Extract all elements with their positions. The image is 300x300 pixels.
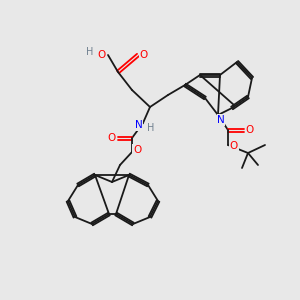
Text: O: O <box>246 125 254 135</box>
Text: O: O <box>133 145 141 155</box>
Text: H: H <box>147 123 155 133</box>
Text: O: O <box>108 133 116 143</box>
Text: O: O <box>140 50 148 60</box>
Text: N: N <box>135 120 143 130</box>
Text: O: O <box>230 141 238 151</box>
Text: N: N <box>217 115 225 125</box>
Text: O: O <box>97 50 105 60</box>
Text: H: H <box>86 47 94 57</box>
